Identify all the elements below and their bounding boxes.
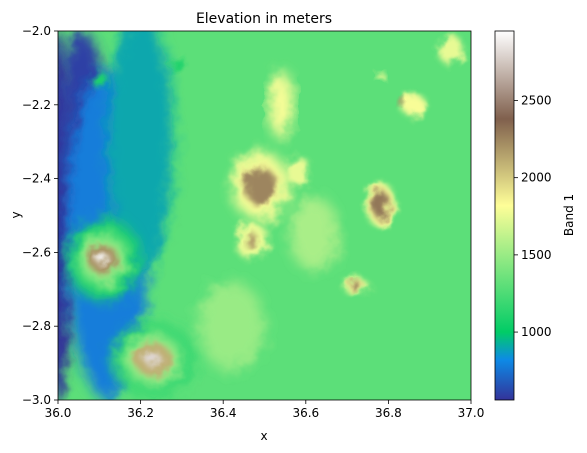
terrain-feature xyxy=(97,254,110,266)
terrain-feature xyxy=(268,71,294,139)
y-tick-label: −2.0 xyxy=(22,24,51,38)
elevation-raster xyxy=(58,31,471,400)
terrain-feature xyxy=(169,58,187,70)
terrain-feature xyxy=(198,281,265,371)
terrain-feature xyxy=(243,167,277,205)
colorbar-label: Band 1 xyxy=(562,194,576,236)
y-tick-label: −3.0 xyxy=(22,393,51,407)
x-tick-label: 36.2 xyxy=(127,406,154,420)
colorbar-tick-label: 1000 xyxy=(521,325,552,339)
colorbar-ticks: 1000 1500 2000 2500 xyxy=(514,93,552,339)
x-tick-label: 36.8 xyxy=(375,406,402,420)
terrain-feature xyxy=(376,71,385,79)
y-tick-label: −2.6 xyxy=(22,245,51,259)
x-tick-label: 37.0 xyxy=(458,406,485,420)
terrain-feature xyxy=(396,97,405,105)
terrain-feature xyxy=(285,156,310,186)
y-tick-label: −2.4 xyxy=(22,172,51,186)
terrain-feature xyxy=(107,31,174,271)
y-tick-label: −2.8 xyxy=(22,319,51,333)
terrain-feature xyxy=(349,281,362,290)
x-tick-label: 36.6 xyxy=(292,406,319,420)
terrain-feature xyxy=(245,233,259,249)
terrain-feature xyxy=(91,71,108,87)
x-axis-label: x xyxy=(260,429,267,443)
terrain-feature xyxy=(144,352,162,367)
terrain-feature xyxy=(437,34,463,65)
chart-title: Elevation in meters xyxy=(196,11,332,27)
colorbar-tick-label: 1500 xyxy=(521,248,552,262)
x-axis: 36.0 36.2 36.4 36.6 36.8 37.0 xyxy=(45,400,485,420)
y-axis: −2.0 −2.2 −2.4 −2.6 −2.8 −3.0 xyxy=(22,24,58,407)
colorbar-tick-label: 2000 xyxy=(521,171,552,185)
colorbar xyxy=(494,30,515,401)
terrain-feature xyxy=(400,93,426,116)
plot-frame xyxy=(57,30,472,401)
y-axis-label: y xyxy=(9,211,23,218)
x-tick-label: 36.4 xyxy=(210,406,237,420)
terrain-feature xyxy=(289,197,339,271)
y-tick-label: −2.2 xyxy=(22,98,51,112)
colorbar-tick-label: 2500 xyxy=(521,93,552,107)
terrain-feature xyxy=(371,189,389,220)
x-tick-label: 36.0 xyxy=(45,406,72,420)
